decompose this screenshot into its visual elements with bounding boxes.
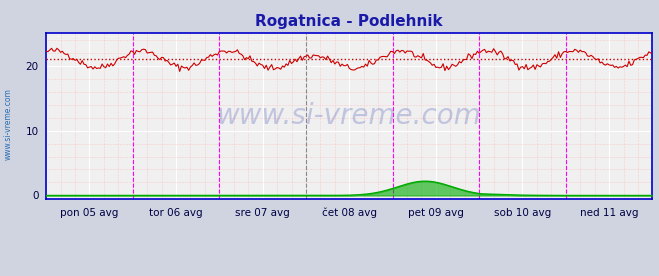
Text: www.si-vreme.com: www.si-vreme.com xyxy=(217,102,482,130)
Title: Rogatnica - Podlehnik: Rogatnica - Podlehnik xyxy=(256,14,443,29)
Text: www.si-vreme.com: www.si-vreme.com xyxy=(3,88,13,160)
